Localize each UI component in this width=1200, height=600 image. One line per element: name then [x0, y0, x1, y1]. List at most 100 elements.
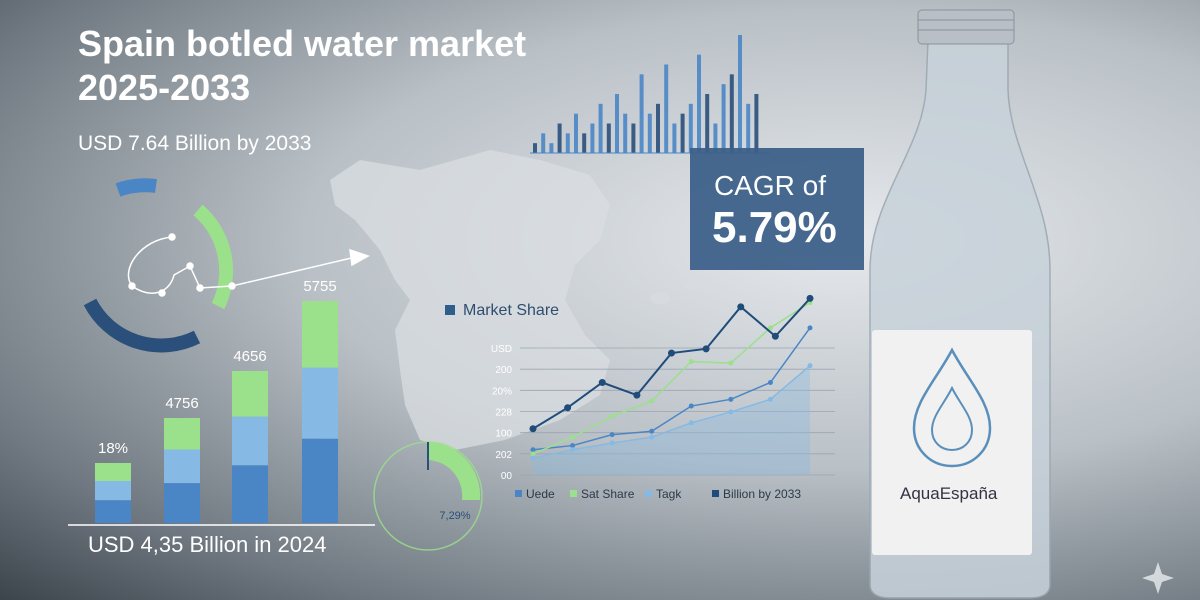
mini-bar-20 [688, 103, 693, 153]
main-bar-3-segment-middle [232, 416, 268, 466]
mini-bar-9 [598, 103, 603, 153]
main-bar-1-segment-bottom [95, 500, 131, 523]
main-bar-3-segment-bottom [232, 465, 268, 523]
series-4-point-2 [564, 404, 572, 412]
mini-bar-13 [631, 123, 636, 153]
mini-bar-18 [672, 123, 677, 153]
mini-bar-27 [746, 103, 751, 153]
series-3-point-4 [649, 434, 655, 440]
series-3-point-3 [609, 440, 615, 446]
mini-bar-16 [656, 103, 660, 153]
main-bar-4-label: 5755 [303, 278, 336, 295]
mini-bar-2 [541, 133, 546, 153]
legend-swatch-2 [570, 490, 577, 497]
main-bar-2-segment-bottom [164, 483, 200, 523]
mini-bar-19 [680, 113, 685, 153]
mini-bar-5 [565, 133, 570, 153]
cagr-label: CAGR of [714, 170, 827, 201]
mini-bar-14 [639, 74, 644, 153]
network-icon [127, 233, 370, 297]
legend-label-1: Uede [526, 487, 555, 501]
main-bar-4-segment-top [302, 301, 338, 368]
market-share-line-chart: USD 200 20% 228 100 202 00 Uede Sat Share Tagk Bil… [491, 294, 835, 501]
title-line-2: 2025-2033 [78, 67, 251, 108]
gauge [373, 441, 483, 551]
mini-bar-22 [705, 94, 710, 153]
mini-bar-3 [549, 143, 554, 153]
mini-bar-12 [623, 113, 628, 153]
series-1-point-5 [688, 403, 694, 409]
series-2-point-1 [530, 451, 536, 457]
series-4-point-3 [598, 379, 606, 386]
cagr-box: CAGR of 5.79% [690, 148, 864, 270]
legend-swatch-1 [515, 490, 522, 497]
market-share-title-text: Market Share [463, 302, 560, 319]
series-4-point-4 [633, 391, 641, 399]
series-3-point-1 [530, 455, 536, 461]
ring-decoration [83, 178, 234, 353]
series-2-point-5 [688, 358, 694, 364]
series-3-area [533, 365, 810, 475]
series-2-point-3 [609, 413, 615, 419]
series-3-point-8 [807, 363, 813, 369]
water-drop-icon [912, 347, 992, 468]
cagr-value: 5.79% [712, 203, 837, 252]
mini-bar-15 [647, 113, 652, 153]
mini-bar-chart [533, 35, 759, 153]
series-4-point-5 [668, 349, 675, 357]
series-1-point-8 [807, 325, 813, 331]
main-bar-2-segment-top [164, 418, 200, 450]
series-3-point-7 [767, 396, 773, 402]
y-tick-label-5: 100 [495, 429, 512, 440]
series-4-point-6 [702, 345, 710, 353]
mini-bar-28 [754, 94, 759, 153]
mini-bar-6 [574, 113, 578, 153]
map-islands [650, 282, 696, 304]
brand-name: AquaEspaña [900, 484, 998, 503]
series-4-point-9 [806, 294, 814, 302]
series-4-point-7 [737, 303, 745, 311]
page-title: Spain botled water market 2025-2033 [78, 22, 526, 110]
series-3-line [532, 365, 811, 459]
main-bar-chart: 18% 4756 4656 5755 [95, 278, 338, 523]
y-tick-label-2: 200 [495, 365, 512, 376]
series-3-point-5 [688, 420, 694, 426]
main-bar-1-segment-middle [95, 481, 131, 501]
series-3-point-2 [570, 447, 576, 453]
main-bar-1-segment-top [95, 463, 131, 481]
mini-bar-17 [664, 64, 669, 153]
main-bar-2-segment-middle [164, 449, 200, 484]
mini-bar-10 [606, 123, 611, 153]
series-1-point-4 [649, 428, 655, 434]
series-2-point-4 [649, 398, 655, 404]
main-bar-3-segment-top [232, 371, 268, 417]
series-2-point-6 [728, 360, 734, 366]
main-bar-2-label: 4756 [165, 395, 198, 412]
series-1-point-1 [530, 447, 536, 453]
main-bar-3-label: 4656 [233, 348, 266, 365]
mini-bar-25 [729, 74, 734, 153]
series-2-point-2 [570, 434, 576, 440]
main-bar-4-segment-middle [302, 367, 338, 439]
mini-bar-21 [697, 54, 701, 153]
market-share-title: Market Share [445, 302, 559, 320]
series-1-point-2 [570, 443, 576, 449]
mini-bar-4 [557, 123, 562, 153]
series-4-point-8 [771, 332, 779, 340]
main-bar-4-segment-bottom [302, 438, 338, 523]
series-1-point-7 [767, 380, 773, 385]
legend-swatch-4 [712, 490, 719, 497]
y-tick-label-3: 20% [492, 386, 512, 397]
series-4-point-1 [529, 425, 537, 433]
mini-bar-24 [721, 84, 726, 153]
series-1-line [532, 327, 811, 451]
series-2-point-7 [767, 325, 773, 331]
spain-map-shape [330, 150, 610, 450]
legend-label-4: Billion by 2033 [723, 487, 801, 501]
series-2-line [532, 301, 811, 455]
y-tick-label-7: 00 [501, 471, 513, 482]
mini-bar-1 [533, 143, 537, 153]
mini-bar-7 [582, 133, 587, 153]
series-1-point-6 [728, 396, 734, 402]
y-tick-label-6: 202 [495, 450, 512, 461]
